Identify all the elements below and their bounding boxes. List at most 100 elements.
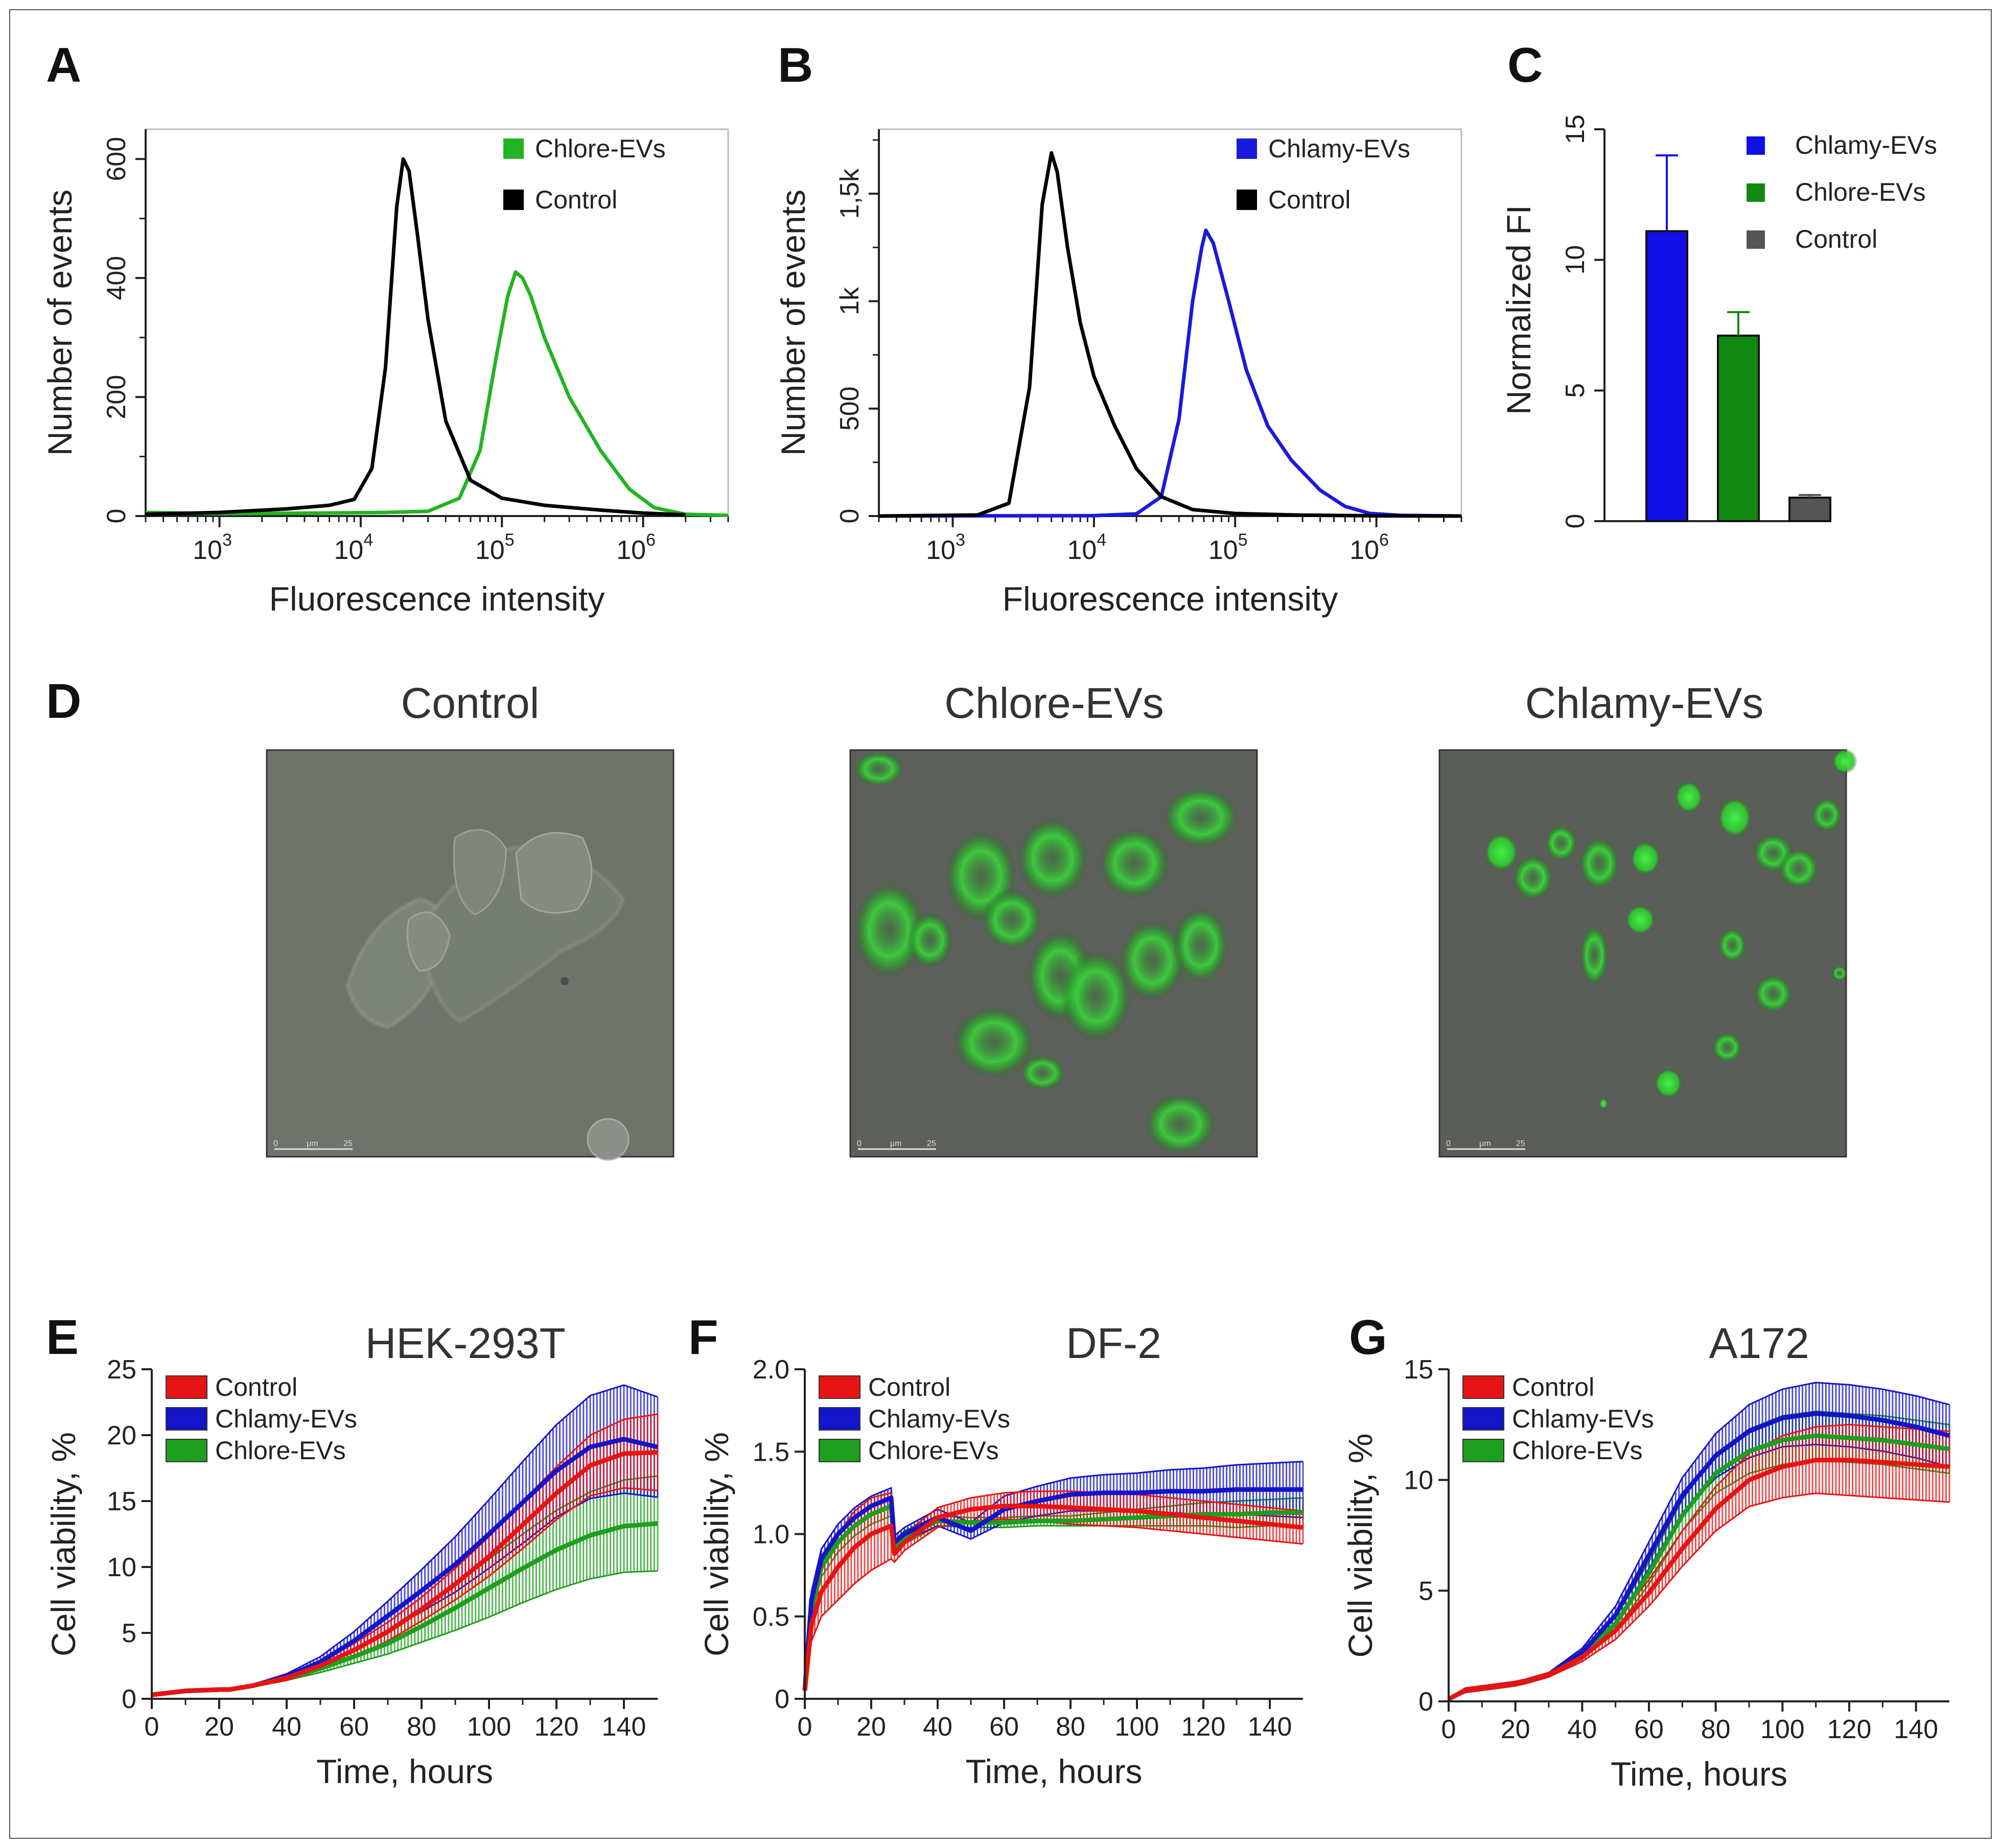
y-tick-label: 200 bbox=[102, 375, 131, 419]
growth-chart-f: 0 20 40 60 80 100 120 140 0 0.5 1.0 1.5 2.0 Control Ch… bbox=[697, 1319, 1304, 1790]
y-axis-title: Cell viability, % bbox=[44, 1432, 82, 1656]
y-axis-title: Normalized FI bbox=[1500, 205, 1538, 415]
legend-swatch bbox=[1747, 183, 1765, 202]
x-tick-exponent: 6 bbox=[646, 530, 656, 550]
y-tick-label: 10 bbox=[107, 1553, 136, 1582]
x-tick-label: 100 bbox=[1115, 1712, 1159, 1742]
legend-label: Chlamy-EVs bbox=[868, 1405, 1010, 1433]
series-line-chlore-evs bbox=[145, 270, 729, 518]
legend-swatch bbox=[166, 1439, 207, 1462]
panel-letter-f: F bbox=[688, 1310, 718, 1365]
plot-frame bbox=[145, 128, 729, 517]
panel-letter-c: C bbox=[1507, 38, 1543, 92]
bar-chlore-evs bbox=[1717, 334, 1760, 522]
mean-line-control bbox=[1447, 1458, 1950, 1701]
x-tick-label: 40 bbox=[923, 1712, 952, 1742]
y-tick-label: 0 bbox=[102, 509, 131, 524]
x-tick-label: 60 bbox=[1634, 1715, 1664, 1744]
x-tick-exponent: 4 bbox=[1097, 530, 1106, 550]
x-tick-exponent: 5 bbox=[505, 530, 515, 550]
micrograph-chlore: 0 μm 25 bbox=[849, 749, 1258, 1158]
scale-label-zero: 0 bbox=[1446, 1139, 1451, 1148]
x-tick-label: 0 bbox=[1441, 1715, 1456, 1744]
panel-letter-d: D bbox=[46, 674, 81, 729]
histogram-chart-a: 103 104 105 106 0 200 400 600 Chlore-EVs Control F… bbox=[41, 128, 729, 618]
mean-line-chlore-evs bbox=[802, 1504, 1303, 1691]
legend-label: Chlore-EVs bbox=[868, 1436, 999, 1465]
legend-label: Control bbox=[1512, 1373, 1594, 1401]
y-axis-title: Cell viability, % bbox=[697, 1432, 735, 1656]
mean-line-chlamy-evs bbox=[151, 1437, 658, 1697]
x-tick-exponent: 3 bbox=[956, 530, 965, 550]
legend-label: Control bbox=[215, 1373, 297, 1401]
legend-label: Control bbox=[535, 185, 617, 214]
legend-swatch bbox=[1462, 1407, 1504, 1431]
y-tick-label: 15 bbox=[1561, 114, 1590, 144]
panel-letter-a: A bbox=[46, 38, 81, 92]
legend-swatch bbox=[166, 1407, 207, 1431]
x-tick-label: 140 bbox=[1248, 1712, 1292, 1742]
x-tick-label: 0 bbox=[798, 1712, 812, 1742]
y-tick-label: 400 bbox=[102, 256, 131, 300]
histogram-chart-b: 103 104 105 106 0 500 1k 1,5k Chlamy-EVs Control F… bbox=[774, 128, 1462, 618]
x-tick-label: 105 bbox=[475, 530, 515, 565]
x-tick-label: 20 bbox=[1501, 1715, 1530, 1744]
scale-label-25: 25 bbox=[1516, 1139, 1525, 1148]
legend-swatch bbox=[1237, 190, 1257, 210]
x-tick-label: 120 bbox=[1181, 1712, 1226, 1742]
figure-frame bbox=[9, 9, 1992, 1839]
x-tick-label: 106 bbox=[1349, 530, 1389, 565]
y-tick-label: 1.0 bbox=[753, 1520, 789, 1550]
scale-label-zero: 0 bbox=[857, 1139, 862, 1148]
y-tick-label: 20 bbox=[107, 1421, 136, 1451]
series-line-control bbox=[145, 157, 686, 517]
x-tick-label: 40 bbox=[272, 1712, 301, 1742]
x-tick-exponent: 5 bbox=[1238, 530, 1248, 550]
y-tick-label: 0 bbox=[835, 509, 865, 524]
legend-label: Control bbox=[1795, 225, 1877, 253]
x-tick-label: 106 bbox=[616, 530, 656, 565]
mean-line-chlamy-evs bbox=[802, 1487, 1303, 1691]
legend-label: Chlamy-EVs bbox=[1795, 131, 1937, 159]
x-axis-title: Time, hours bbox=[316, 1752, 493, 1790]
x-axis-title: Time, hours bbox=[966, 1752, 1143, 1790]
legend-label: Chlamy-EVs bbox=[1512, 1405, 1654, 1433]
x-tick-exponent: 6 bbox=[1379, 530, 1389, 550]
x-tick-label: 140 bbox=[1894, 1715, 1938, 1744]
microscopy-panel: Control Chlore-EVs Chlamy-EVs 0 μm 25 bbox=[266, 679, 1857, 1161]
error-band-lower bbox=[804, 1506, 1304, 1694]
x-tick-label: 20 bbox=[856, 1712, 886, 1742]
chart-title: HEK-293T bbox=[365, 1319, 566, 1367]
legend-swatch bbox=[1747, 136, 1765, 155]
y-tick-label: 25 bbox=[107, 1355, 136, 1385]
x-tick-label: 103 bbox=[926, 530, 965, 565]
growth-chart-g: 0 20 40 60 80 100 120 140 0 5 10 15 Control Chlamy-EV… bbox=[1341, 1319, 1950, 1793]
error-band-upper bbox=[804, 1490, 1304, 1688]
micrograph-chlamy: 0 μm 25 bbox=[1438, 748, 1857, 1158]
series-line-control bbox=[878, 151, 1462, 518]
mean-line-control bbox=[802, 1504, 1304, 1691]
y-axis-title: Number of events bbox=[41, 190, 79, 456]
legend-swatch bbox=[503, 190, 524, 210]
scale-label-25: 25 bbox=[927, 1139, 936, 1148]
x-tick-label: 120 bbox=[1827, 1715, 1872, 1744]
legend-swatch bbox=[819, 1407, 860, 1431]
y-tick-label: 15 bbox=[1404, 1355, 1433, 1385]
legend-label: Control bbox=[868, 1373, 950, 1401]
micrograph-title-control: Control bbox=[401, 679, 540, 727]
series-line-chlamy-evs bbox=[878, 228, 1462, 518]
y-tick-label: 5 bbox=[1561, 383, 1590, 398]
legend-label: Chlore-EVs bbox=[1512, 1436, 1643, 1465]
legend-label: Chlamy-EVs bbox=[215, 1405, 357, 1433]
x-tick-label: 104 bbox=[1067, 530, 1106, 565]
y-tick-label: 15 bbox=[107, 1487, 136, 1516]
chart-title: DF-2 bbox=[1066, 1319, 1161, 1367]
y-tick-label: 10 bbox=[1561, 245, 1590, 275]
x-tick-label: 0 bbox=[145, 1712, 159, 1742]
bar-chart-c: 0 5 10 15 Chlamy-EVs Chlore-EVs Control Normali… bbox=[1500, 114, 1937, 528]
scale-label-unit: μm bbox=[1479, 1139, 1491, 1148]
x-axis-title: Fluorescence intensity bbox=[269, 580, 605, 618]
y-tick-label: 5 bbox=[1418, 1576, 1433, 1606]
panel-letter-b: B bbox=[778, 38, 813, 92]
